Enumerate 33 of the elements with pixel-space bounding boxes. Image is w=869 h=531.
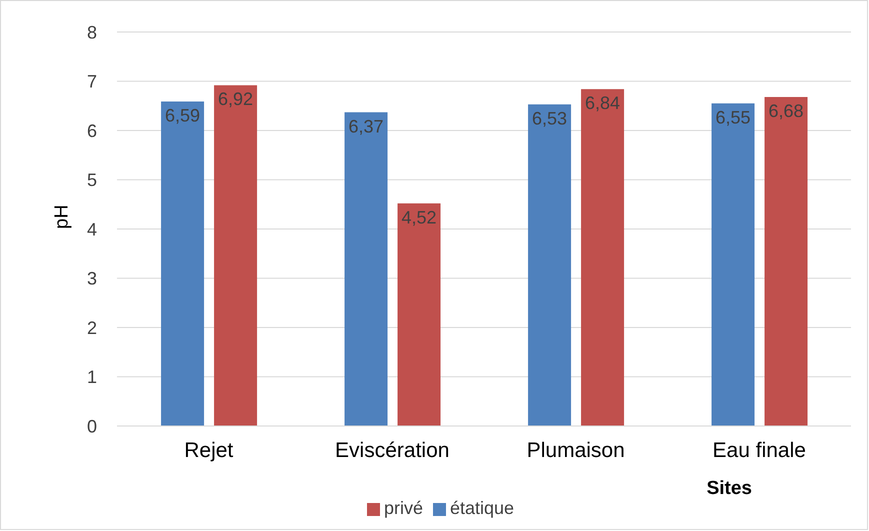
bar	[214, 85, 258, 426]
bar	[398, 203, 441, 426]
data-label: 6,68	[768, 101, 804, 122]
bar	[161, 101, 204, 426]
x-axis-title: Sites	[706, 478, 752, 499]
legend-label: étatique	[450, 498, 514, 518]
x-tick-label: Eviscération	[335, 438, 450, 462]
data-label: 6,84	[585, 93, 620, 114]
bar	[581, 89, 624, 426]
bar	[344, 112, 388, 426]
x-tick-label: Rejet	[184, 438, 234, 462]
data-label: 6,55	[716, 107, 751, 128]
x-tick-label: Eau finale	[712, 438, 806, 462]
data-label: 6,53	[532, 108, 568, 128]
data-label: 4,52	[402, 207, 437, 228]
y-tick-label: 2	[86, 318, 97, 338]
y-axis-title: pH	[52, 204, 73, 229]
y-tick-label: 8	[86, 22, 97, 42]
data-label: 6,92	[218, 89, 254, 110]
y-tick-label: 6	[86, 120, 97, 141]
bar	[528, 104, 572, 426]
data-label: 6,59	[165, 105, 200, 126]
y-tick-label: 1	[86, 367, 97, 388]
y-tick-label: 3	[86, 268, 97, 289]
y-tick-label: 5	[86, 170, 97, 190]
y-tick-label: 7	[86, 72, 97, 92]
x-tick-label: Plumaison	[526, 438, 625, 462]
bar	[712, 103, 755, 426]
y-tick-label: 0	[86, 416, 97, 436]
data-label: 6,37	[348, 116, 384, 136]
legend-label: privé	[384, 498, 423, 518]
bar	[764, 97, 808, 426]
y-tick-label: 4	[86, 219, 97, 240]
